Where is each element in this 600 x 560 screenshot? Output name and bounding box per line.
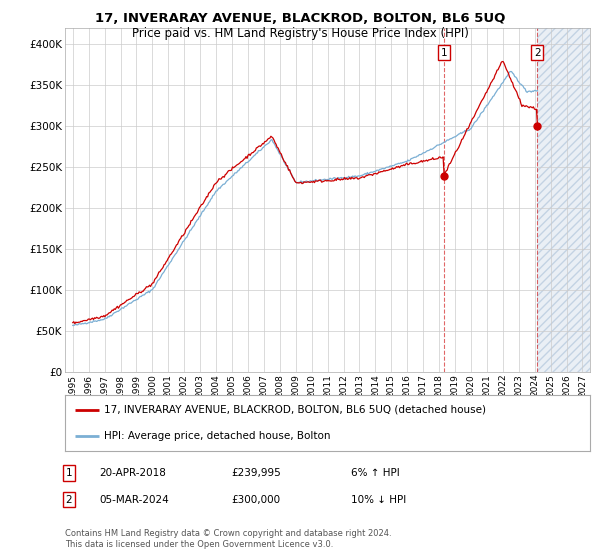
Bar — [538, 28, 590, 372]
Text: 10% ↓ HPI: 10% ↓ HPI — [351, 494, 406, 505]
Text: Contains HM Land Registry data © Crown copyright and database right 2024.
This d: Contains HM Land Registry data © Crown c… — [65, 529, 391, 549]
Text: 1: 1 — [440, 48, 447, 58]
Text: 20-APR-2018: 20-APR-2018 — [99, 468, 166, 478]
Text: 05-MAR-2024: 05-MAR-2024 — [99, 494, 169, 505]
Text: 2: 2 — [534, 48, 541, 58]
Text: £239,995: £239,995 — [231, 468, 281, 478]
Text: Price paid vs. HM Land Registry's House Price Index (HPI): Price paid vs. HM Land Registry's House … — [131, 27, 469, 40]
Text: 6% ↑ HPI: 6% ↑ HPI — [351, 468, 400, 478]
Text: 2: 2 — [65, 494, 73, 505]
Bar — [538, 28, 590, 372]
Text: 1: 1 — [65, 468, 73, 478]
Text: 17, INVERARAY AVENUE, BLACKROD, BOLTON, BL6 5UQ (detached house): 17, INVERARAY AVENUE, BLACKROD, BOLTON, … — [104, 405, 486, 415]
Text: HPI: Average price, detached house, Bolton: HPI: Average price, detached house, Bolt… — [104, 431, 331, 441]
Text: 17, INVERARAY AVENUE, BLACKROD, BOLTON, BL6 5UQ: 17, INVERARAY AVENUE, BLACKROD, BOLTON, … — [95, 12, 505, 25]
Text: £300,000: £300,000 — [231, 494, 280, 505]
